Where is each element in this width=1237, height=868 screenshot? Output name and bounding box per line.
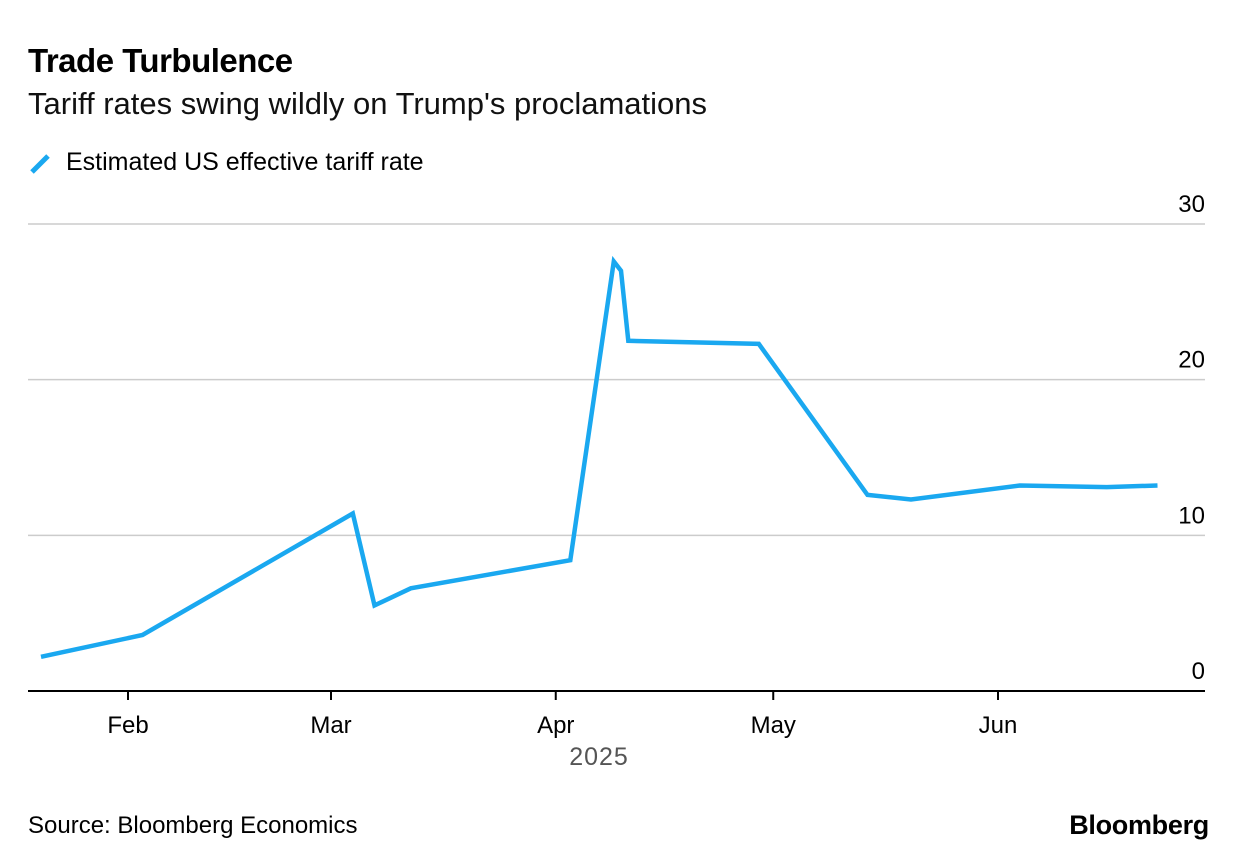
series-line-effective-tariff-rate [40, 255, 1158, 659]
y-tick-label: 20 [1178, 347, 1205, 374]
legend-line-icon [30, 153, 50, 174]
chart-subtitle: Tariff rates swing wildly on Trump's pro… [28, 86, 707, 121]
y-tick-label: 0 [1192, 658, 1205, 685]
y-tick-label: 10 [1178, 502, 1205, 529]
x-tick-label: Jun [979, 712, 1018, 739]
source-note: Source: Bloomberg Economics [28, 812, 358, 839]
legend: Estimated US effective tariff rate [28, 148, 424, 177]
x-tick-label: May [751, 712, 796, 739]
x-tick-label: Mar [310, 712, 351, 739]
legend-label: Estimated US effective tariff rate [66, 148, 424, 176]
bloomberg-logo: Bloomberg [1069, 810, 1209, 840]
chart-title: Trade Turbulence [28, 42, 293, 79]
y-tick-label: 30 [1178, 191, 1205, 218]
x-tick-label: Apr [537, 712, 574, 739]
x-axis-year-label: 2025 [569, 743, 629, 771]
x-tick-label: Feb [107, 712, 148, 739]
